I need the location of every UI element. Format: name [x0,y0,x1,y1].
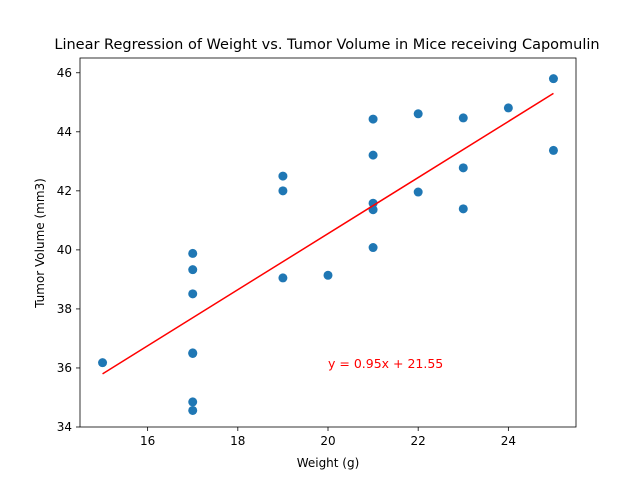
y-axis-label: Tumor Volume (mm3) [33,178,47,309]
y-tick-label: 40 [57,243,72,257]
data-point [368,198,378,208]
data-point [188,405,198,415]
y-tick-label: 42 [57,184,72,198]
data-point [413,109,423,119]
x-axis-ticks: 16 18 20 22 24 [140,427,516,448]
data-point [188,265,198,275]
y-tick-label: 46 [57,66,72,80]
data-point [368,243,378,253]
data-point [368,114,378,124]
data-point [413,187,423,197]
plot-area: y = 0.95x + 21.55 [79,57,577,428]
data-point [458,113,468,123]
data-point [278,171,288,181]
y-tick-label: 34 [57,420,72,434]
x-tick-label: 24 [501,434,516,448]
y-axis-ticks: 34 36 38 40 42 44 46 [57,66,80,434]
data-point [548,145,558,155]
data-point [98,358,108,368]
data-point [188,348,198,358]
y-tick-label: 36 [57,361,72,375]
y-tick-label: 44 [57,125,72,139]
x-tick-label: 16 [140,434,155,448]
data-point [458,204,468,214]
regression-equation: y = 0.95x + 21.55 [328,356,443,371]
data-point [188,289,198,299]
x-tick-label: 22 [411,434,426,448]
data-point [188,397,198,407]
chart-title: Linear Regression of Weight vs. Tumor Vo… [54,37,599,53]
data-point [368,150,378,160]
x-tick-label: 20 [320,434,335,448]
data-point [278,273,288,283]
data-point [323,270,333,280]
data-point [278,186,288,196]
x-tick-label: 18 [230,434,245,448]
data-point [458,163,468,173]
axes-frame [79,57,577,428]
data-point [368,205,378,215]
data-point [503,103,513,113]
data-point [188,248,198,258]
regression-line [102,92,554,375]
x-axis-label: Weight (g) [297,456,360,470]
data-point [548,74,558,84]
y-tick-label: 38 [57,302,72,316]
